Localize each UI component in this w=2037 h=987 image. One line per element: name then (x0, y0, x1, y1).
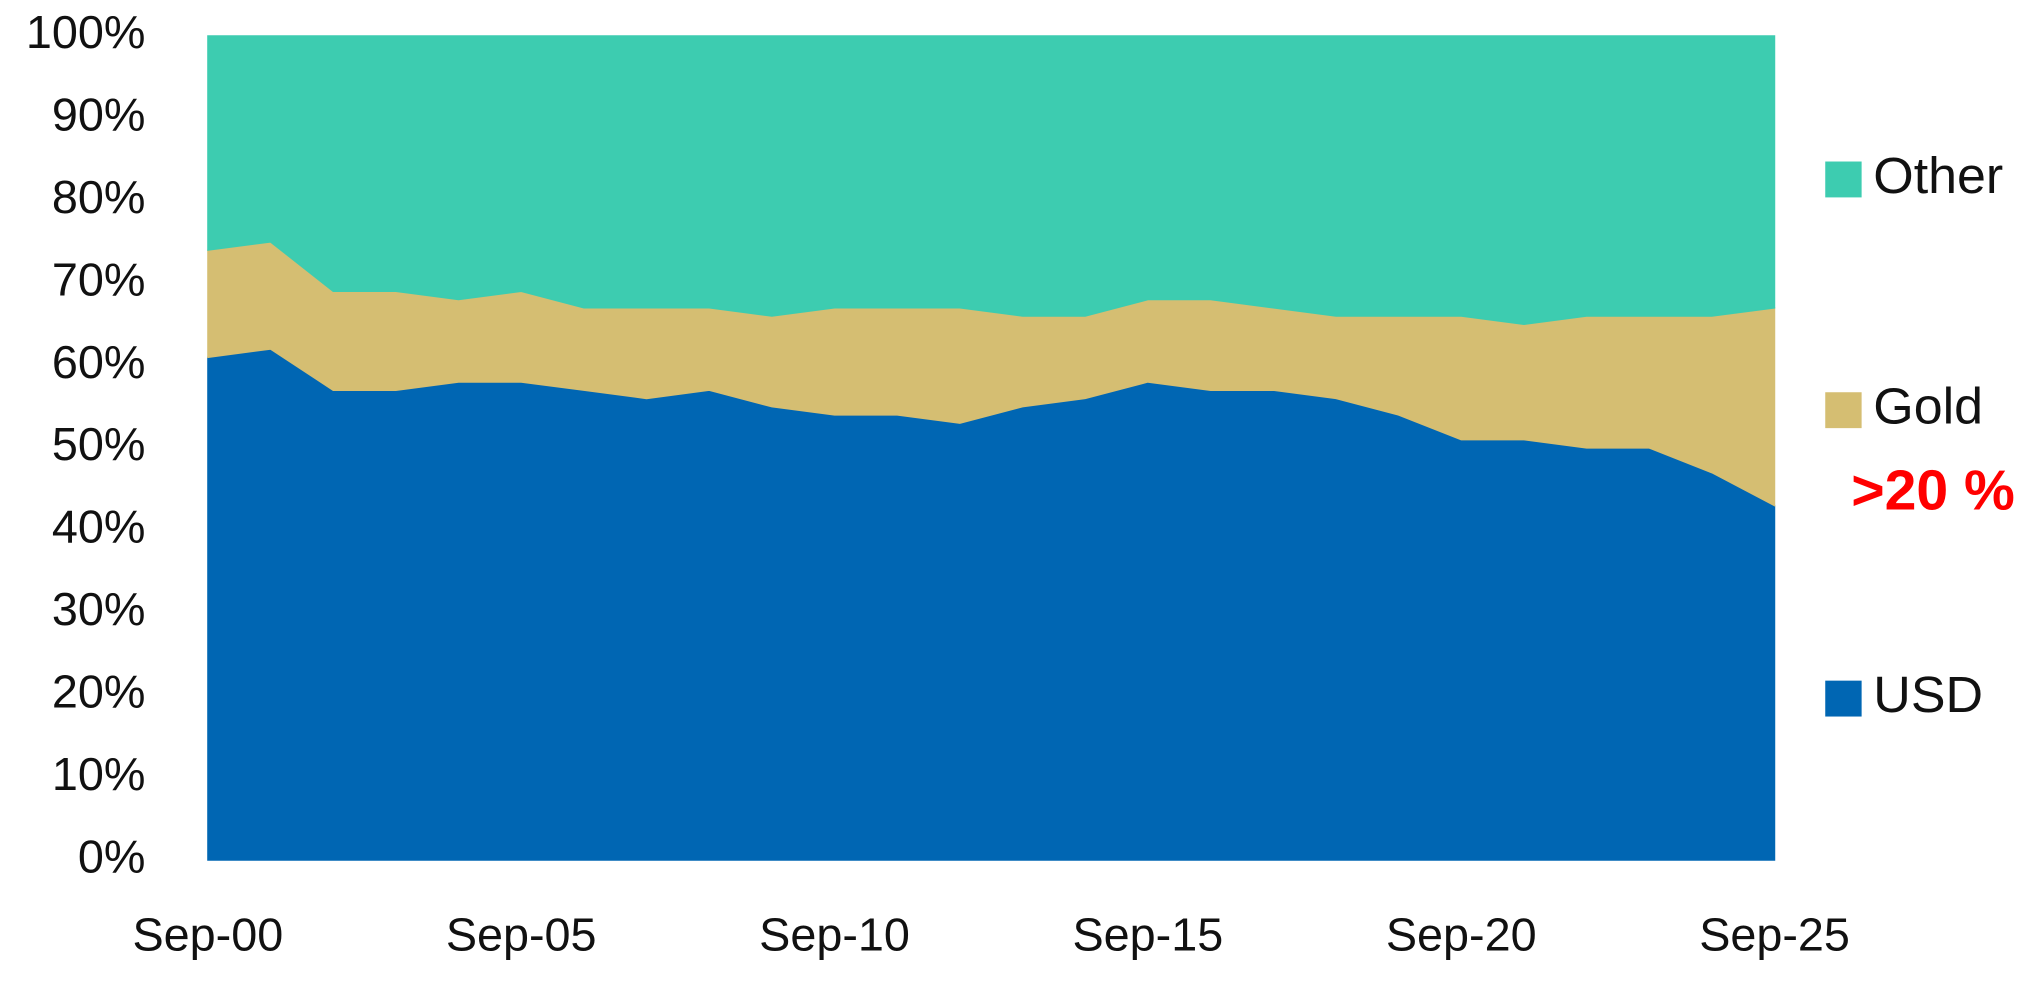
y-tick-label: 20% (52, 666, 146, 718)
x-tick-label: Sep-00 (132, 909, 283, 961)
x-tick-label: Sep-20 (1386, 909, 1537, 961)
annotation: >20 % (1851, 460, 2015, 523)
y-tick-label: 90% (52, 89, 146, 141)
x-tick-label: Sep-10 (759, 909, 910, 961)
legend-label: Other (1873, 146, 2003, 204)
legend-label: Gold (1873, 377, 1983, 435)
y-tick-label: 100% (26, 6, 146, 58)
y-tick-label: 30% (52, 583, 146, 635)
y-tick-label: 80% (52, 171, 146, 223)
plot-area (207, 35, 1776, 861)
legend-label: USD (1873, 665, 1983, 723)
y-tick-label: 40% (52, 501, 146, 553)
y-tick-label: 10% (52, 748, 146, 800)
y-tick-label: 50% (52, 418, 146, 470)
x-tick-label: Sep-05 (446, 909, 597, 961)
y-tick-label: 60% (52, 336, 146, 388)
area-other (207, 35, 1776, 326)
legend-swatch (1825, 680, 1862, 717)
y-tick-label: 70% (52, 254, 146, 306)
y-tick-label: 0% (78, 831, 146, 883)
x-tick-label: Sep-25 (1699, 909, 1850, 961)
legend-swatch (1825, 392, 1862, 429)
legend-swatch (1825, 161, 1862, 198)
x-tick-label: Sep-15 (1073, 909, 1224, 961)
